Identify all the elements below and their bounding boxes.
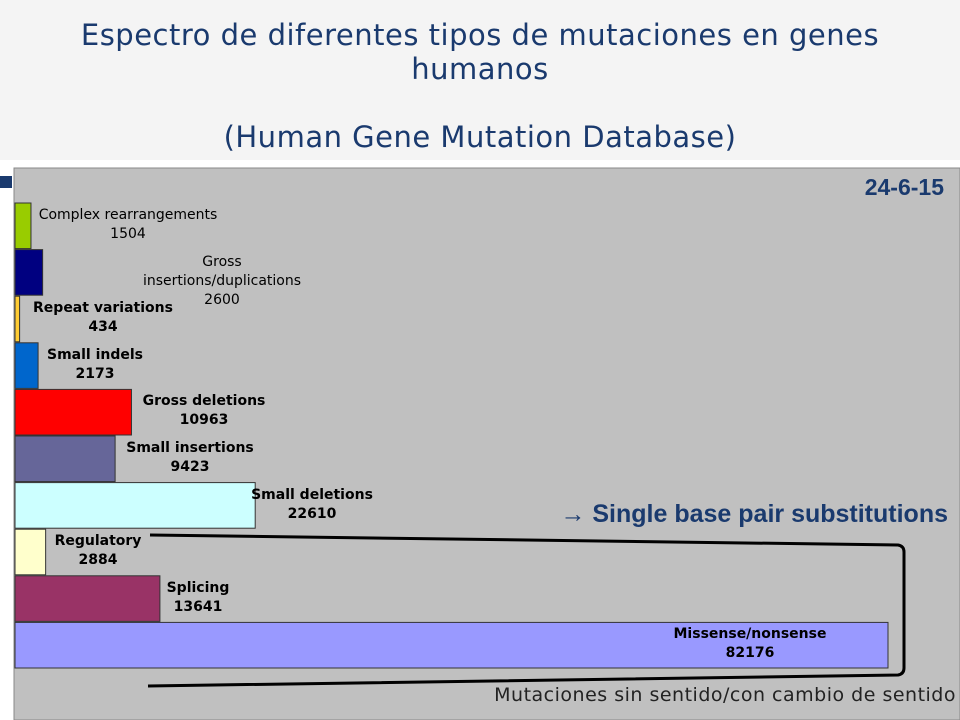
bar [14,482,256,529]
bar-label: Complex rearrangements 1504 [28,206,228,244]
value-label: 13641 [173,598,223,615]
bar-label: Gross deletions 10963 [129,392,279,430]
value-label: 22610 [287,505,337,522]
value-label: 2600 [204,291,240,308]
bullet [0,176,12,188]
value-label: 1504 [110,226,146,242]
value-label: 10963 [179,412,229,429]
category-label: Complex rearrangements [38,207,218,223]
bar [14,388,132,436]
date: 24-6-15 [864,174,944,200]
category-label: Regulatory [54,533,142,550]
value-label: 9423 [170,459,210,475]
bar-label: Repeat variations 434 [18,299,188,337]
bar [14,202,32,250]
bar [14,575,161,622]
annotation: → Single base pair substitutions [560,500,948,528]
bar-label: Regulatory 2884 [38,532,158,570]
chart-title: Espectro de diferentes tipos de mutacion… [80,18,880,86]
bar [14,435,116,483]
category-label: Gross insertions/duplications [142,253,302,289]
category-label: Small insertions [126,440,254,456]
title-band [0,0,960,160]
bar-label: Missense/nonsense 82176 [650,625,850,663]
bar-label: Small insertions 9423 [110,439,270,477]
bar [14,295,21,343]
value-label: 2173 [75,365,115,382]
bar-label: Small indels 2173 [35,346,155,384]
value-label: 82176 [725,645,775,662]
category-label: Repeat variations [33,300,173,317]
category-label: Gross deletions [142,393,266,410]
category-label: Small deletions [251,486,373,503]
bar [14,621,889,669]
bar [14,249,44,296]
category-label: Missense/nonsense [673,626,827,643]
bar [14,528,47,576]
value-label: 2884 [78,552,118,569]
category-label: Splicing [166,579,230,596]
bar-label: Gross insertions/duplications 2600 [132,253,312,310]
value-label: 434 [88,319,118,336]
bar [14,342,39,389]
bar-label: Small deletions 22610 [247,486,377,524]
bar-label: Splicing 13641 [148,579,248,617]
category-label: Small indels [46,346,143,363]
chart-subtitle: (Human Gene Mutation Database) [223,120,737,154]
bracket [147,533,906,688]
bracket-label: Mutaciones sin sentido/con cambio de sen… [494,684,956,706]
